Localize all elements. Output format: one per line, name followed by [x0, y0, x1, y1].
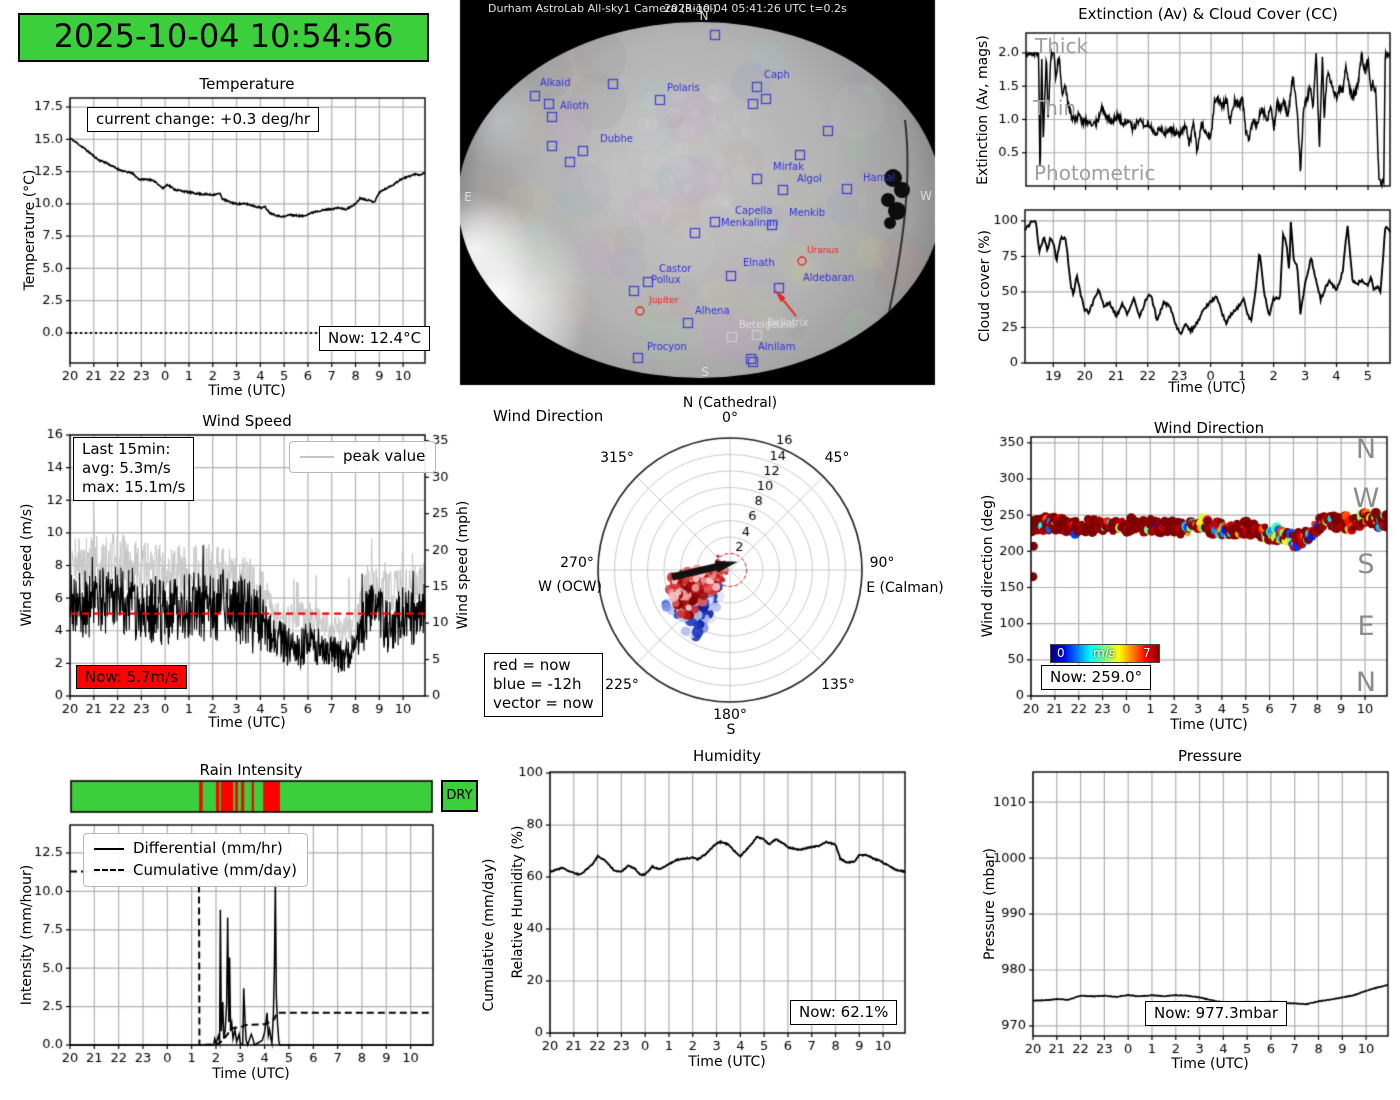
rain-title: Rain Intensity	[199, 761, 303, 779]
polar-legend-vector: vector = now	[493, 694, 594, 713]
cumulative-legend-label: Cumulative (mm/day)	[133, 860, 297, 879]
wind-speed-legend: peak value	[289, 441, 437, 473]
wind-polar-title: Wind Direction	[493, 407, 604, 425]
rain-xlabel: Time (UTC)	[212, 1066, 290, 1082]
polar-angle-0: 0°	[722, 410, 738, 426]
allsky-exposure: t=0.2s	[810, 2, 847, 15]
wind-dir-ylabel: Wind direction (deg)	[980, 494, 996, 638]
temperature-xlabel: Time (UTC)	[208, 383, 286, 399]
wind-stats-line1: Last 15min:	[82, 440, 171, 458]
wind-stats-line2: avg: 5.3m/s	[82, 459, 171, 478]
extinction-region-thick: Thick	[1035, 34, 1089, 58]
differential-legend-label: Differential (mm/hr)	[133, 839, 283, 857]
temperature-now-annotation: Now: 12.4°C	[319, 326, 431, 352]
polar-legend-blue: blue = -12h	[493, 675, 582, 694]
extinction-title: Extinction (Av) & Cloud Cover (CC)	[1078, 5, 1338, 23]
cloud-ylabel: Cloud cover (%)	[977, 229, 993, 343]
wind-speed-xlabel: Time (UTC)	[208, 715, 286, 731]
wind-dir-side-n1: N	[1355, 434, 1377, 465]
wind-dir-side-w: W	[1352, 483, 1380, 514]
temperature-title: Temperature	[199, 75, 295, 93]
polar-angle-225: 225°	[605, 677, 639, 693]
rain-y2label: Cumulative (mm/day)	[481, 858, 497, 1012]
humidity-xlabel: Time (UTC)	[688, 1054, 766, 1070]
allsky-camera-name: Durham AstroLab All-sky1 Camera (Rigel)	[488, 2, 717, 15]
differential-line-swatch	[94, 847, 124, 850]
wind-dir-side-e: E	[1357, 611, 1375, 642]
allsky-compass-s: S	[701, 365, 709, 379]
colorbar-max-label: 7	[1143, 646, 1151, 660]
polar-compass-south: S	[726, 722, 736, 738]
pressure-now-annotation: Now: 977.3mbar	[1145, 1001, 1288, 1027]
polar-compass-north: N (Cathedral)	[682, 395, 778, 411]
colorbar-min-label: 0	[1057, 646, 1065, 660]
wind-speed-now-annotation: Now: 5.7m/s	[76, 665, 188, 689]
pressure-ylabel: Pressure (mbar)	[982, 848, 998, 961]
rain-status-badge: DRY	[441, 780, 478, 812]
extinction-region-photometric: Photometric	[1034, 161, 1156, 185]
allsky-compass-w: W	[920, 189, 932, 203]
temperature-change-annotation: current change: +0.3 deg/hr	[87, 107, 320, 133]
polar-angle-45: 45°	[824, 450, 850, 466]
wind-speed-stats-annotation: Last 15min: avg: 5.3m/s max: 15.1m/s	[73, 437, 195, 501]
polar-angle-135: 135°	[821, 677, 855, 693]
polar-angle-315: 315°	[600, 450, 634, 466]
cloud-xlabel: Time (UTC)	[1168, 380, 1246, 396]
pressure-xlabel: Time (UTC)	[1171, 1056, 1249, 1072]
polar-legend: red = now blue = -12h vector = now	[484, 653, 603, 717]
humidity-ylabel: Relative Humidity (%)	[510, 825, 526, 979]
wind-dir-xlabel: Time (UTC)	[1170, 717, 1248, 733]
humidity-title: Humidity	[692, 747, 761, 765]
polar-angle-180: 180°	[713, 707, 747, 723]
wind-speed-ylabel: Wind speed (m/s)	[19, 503, 35, 627]
wind-dir-side-s: S	[1357, 549, 1375, 580]
polar-legend-red: red = now	[493, 656, 571, 674]
extinction-region-thin: Thin	[1033, 96, 1077, 120]
humidity-now-annotation: Now: 62.1%	[790, 1000, 898, 1026]
cumulative-line-swatch	[94, 869, 124, 872]
allsky-compass-e: E	[464, 190, 472, 204]
pressure-title: Pressure	[1177, 747, 1243, 765]
polar-compass-east: E (Calman)	[866, 580, 944, 596]
wind-speed-title: Wind Speed	[202, 412, 292, 430]
temperature-ylabel: Temperature (°C)	[22, 169, 38, 291]
wind-dir-title: Wind Direction	[1153, 419, 1265, 437]
polar-angle-270: 270°	[560, 555, 594, 571]
colorbar-unit-label: m/s	[1093, 646, 1115, 660]
polar-angle-90: 90°	[869, 555, 895, 571]
allsky-timestamp: 2025-10-04 05:41:26 UTC	[664, 2, 807, 15]
rain-legend: Differential (mm/hr) Cumulative (mm/day)	[83, 833, 308, 887]
wind-dir-now-annotation: Now: 259.0°	[1041, 665, 1152, 691]
wind-stats-line3: max: 15.1m/s	[82, 478, 186, 497]
polar-compass-west: W (OCW)	[538, 579, 602, 595]
rain-ylabel: Intensity (mm/hour)	[19, 864, 35, 1006]
peak-legend-label: peak value	[343, 447, 426, 465]
wind-speed-y2label: Wind speed (mph)	[455, 500, 471, 630]
wind-dir-side-n2: N	[1355, 667, 1377, 698]
timestamp-box: 2025-10-04 10:54:56	[18, 13, 429, 62]
wind-speed-colorbar: 0 m/s 7	[1050, 644, 1160, 663]
allsky-compass-n: N	[699, 9, 709, 23]
peak-line-swatch	[300, 455, 334, 458]
